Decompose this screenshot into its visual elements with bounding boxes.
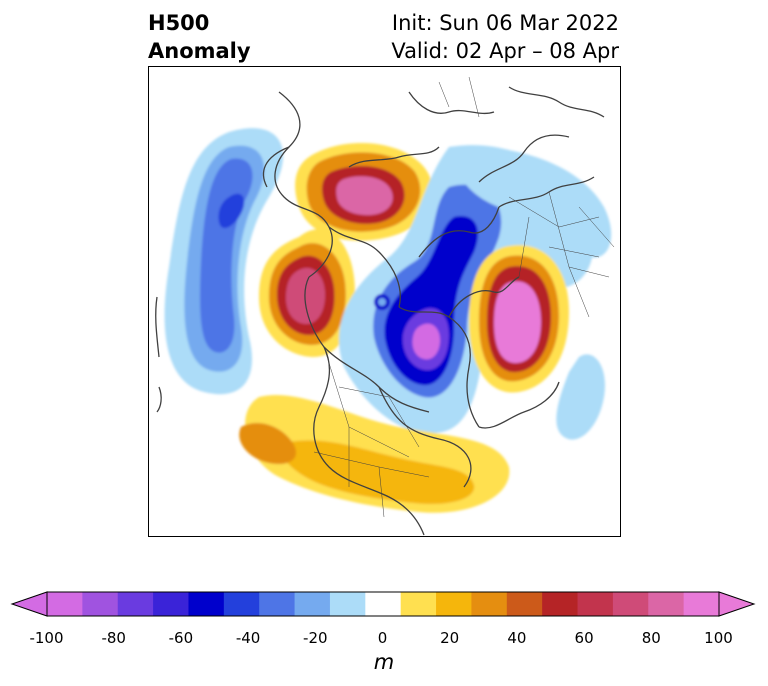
colorbar-tick-label: 20	[440, 629, 460, 647]
anomaly-map	[155, 76, 615, 536]
map-subtitle: Init: Sun 06 Mar 2022 Valid: 02 Apr – 08…	[391, 9, 619, 65]
title-variable: H500	[148, 11, 210, 35]
colorbar-tick-label: -80	[101, 629, 126, 647]
colorbar-swatch	[153, 592, 189, 616]
colorbar-units: m	[373, 650, 395, 674]
colorbar-swatch	[365, 592, 402, 616]
colorbar-extend-high	[718, 591, 756, 617]
colorbar-swatch	[294, 592, 331, 616]
colorbar-tick-label: -100	[29, 629, 64, 647]
colorbar-frame	[46, 591, 720, 617]
colorbar-swatch	[259, 592, 296, 616]
colorbar-tick-label: -40	[235, 629, 261, 647]
colorbar-swatch	[436, 592, 472, 616]
colorbar-extend-low	[10, 591, 48, 617]
positive-anomaly-south-2	[282, 440, 475, 505]
negative-anomaly-small-core-inner	[378, 298, 386, 306]
colorbar-tick-label: 0	[377, 629, 388, 647]
colorbar-swatch	[612, 592, 649, 616]
negative-anomaly-arctic-core	[412, 323, 441, 360]
positive-anomaly-north-core	[336, 176, 393, 216]
colorbar-swatch	[577, 592, 614, 616]
positive-anomaly-europe-core	[494, 281, 541, 364]
colorbar-tick-label: 40	[507, 629, 527, 647]
valid-period: Valid: 02 Apr – 08 Apr	[391, 39, 619, 63]
colorbar-tick-label: 60	[574, 629, 594, 647]
colorbar-swatch	[117, 592, 154, 616]
political-borders	[313, 76, 615, 518]
colorbar-swatch	[648, 592, 685, 616]
title-field: Anomaly	[148, 39, 251, 63]
colorbar-swatch	[400, 592, 437, 616]
negative-anomaly-southeast	[556, 354, 605, 440]
colorbar-tick-label: 80	[641, 629, 661, 647]
colorbar-swatch	[542, 592, 579, 616]
colorbar-swatch	[223, 592, 260, 616]
colorbar-tick-label: -60	[168, 629, 194, 647]
negative-anomaly-west-core	[218, 193, 245, 229]
colorbar-swatch	[47, 592, 83, 616]
positive-anomaly-south-3	[239, 423, 297, 465]
map-title: H500 Anomaly	[148, 9, 251, 65]
colorbar-tick-label: -20	[303, 629, 328, 647]
colorbar-swatches	[10, 591, 756, 617]
init-time: Init: Sun 06 Mar 2022	[391, 11, 619, 35]
colorbar-swatch	[471, 592, 508, 616]
map-panel	[148, 66, 621, 537]
colorbar-swatch	[188, 592, 225, 616]
colorbar-swatch	[329, 592, 366, 616]
colorbar-swatch	[506, 592, 543, 616]
colorbar	[10, 590, 756, 624]
colorbar-swatch	[683, 592, 720, 616]
colorbar-swatch	[82, 592, 119, 616]
colorbar-tick-label: 100	[704, 629, 733, 647]
